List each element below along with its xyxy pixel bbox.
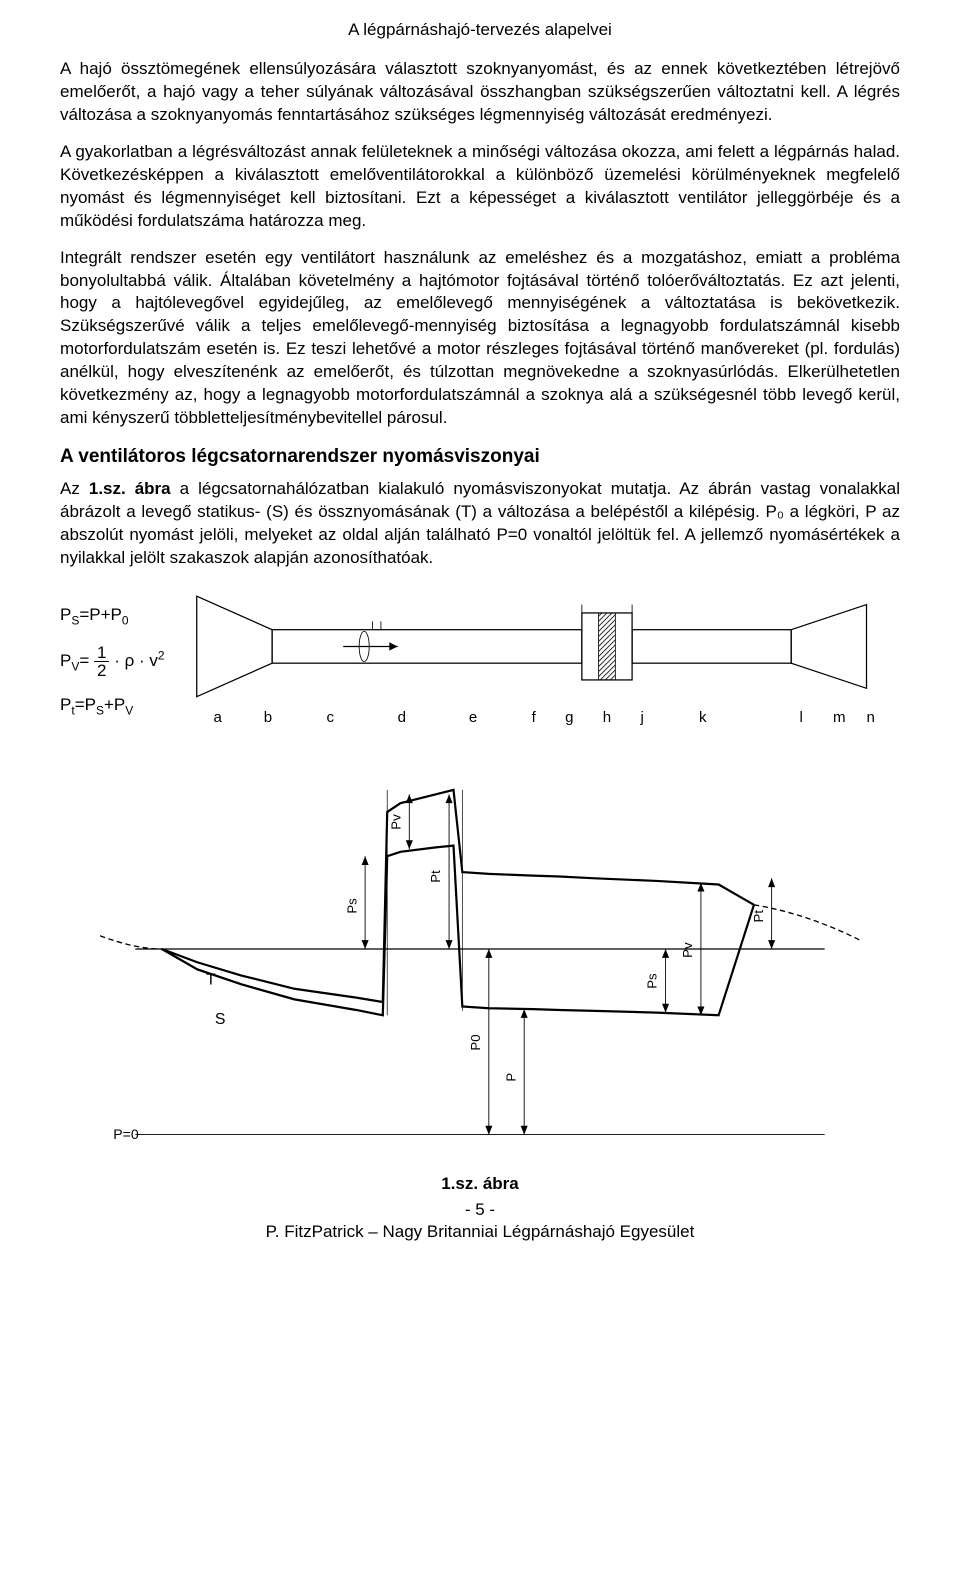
svg-text:Pt: Pt — [751, 909, 766, 922]
paragraph-1: A hajó össztömegének ellensúlyozására vá… — [60, 58, 900, 127]
formula-ps: PS=P+P0 — [60, 605, 180, 627]
svg-text:Ps: Ps — [344, 898, 359, 914]
section-intro: Az 1.sz. ábra a légcsatornahálózatban ki… — [60, 478, 900, 570]
svg-text:j: j — [639, 709, 643, 726]
formula-pv: PV= 12 · ρ · v2 — [60, 644, 180, 679]
page-header-title: A légpárnáshajó-tervezés alapelvei — [60, 20, 900, 40]
diagram-container: PS=P+P0 PV= 12 · ρ · v2 Pt=PS+PV — [60, 584, 900, 1164]
svg-text:Pv: Pv — [680, 942, 695, 958]
page-number: - 5 - — [60, 1200, 900, 1220]
intro-rest: a légcsatornahálózatban kialakuló nyomás… — [60, 479, 900, 567]
svg-text:S: S — [215, 1011, 226, 1028]
svg-text:h: h — [603, 709, 611, 726]
top-diagram: abcdefghjklmn — [180, 584, 900, 739]
svg-text:l: l — [800, 709, 803, 726]
svg-text:c: c — [327, 709, 335, 726]
paragraph-3: Integrált rendszer esetén egy ventilátor… — [60, 247, 900, 431]
svg-text:T: T — [206, 971, 216, 988]
svg-text:P: P — [503, 1072, 518, 1081]
intro-prefix: Az — [60, 479, 89, 498]
intro-bold: 1.sz. ábra — [89, 479, 171, 498]
svg-text:n: n — [867, 709, 875, 726]
svg-text:a: a — [213, 709, 222, 726]
svg-text:Pt: Pt — [428, 870, 443, 883]
section-heading: A ventilátoros légcsatornarendszer nyomá… — [60, 446, 900, 468]
svg-text:Pv: Pv — [388, 814, 403, 830]
svg-text:g: g — [565, 709, 573, 726]
svg-text:Ps: Ps — [645, 973, 660, 989]
svg-text:P0: P0 — [468, 1034, 483, 1050]
svg-text:e: e — [469, 709, 477, 726]
footer-org: P. FitzPatrick – Nagy Britanniai Légpárn… — [60, 1222, 900, 1242]
p-zero-label: P=0 — [113, 1126, 139, 1142]
svg-text:k: k — [699, 709, 707, 726]
paragraph-2: A gyakorlatban a légrésváltozást annak f… — [60, 141, 900, 233]
svg-text:d: d — [398, 709, 406, 726]
svg-text:b: b — [264, 709, 272, 726]
formula-pt: Pt=PS+PV — [60, 695, 180, 717]
svg-text:m: m — [833, 709, 846, 726]
figure-caption: 1.sz. ábra — [60, 1174, 900, 1194]
svg-text:f: f — [532, 709, 537, 726]
bottom-diagram: Pv Pt Ps P0 P — [60, 739, 900, 1164]
